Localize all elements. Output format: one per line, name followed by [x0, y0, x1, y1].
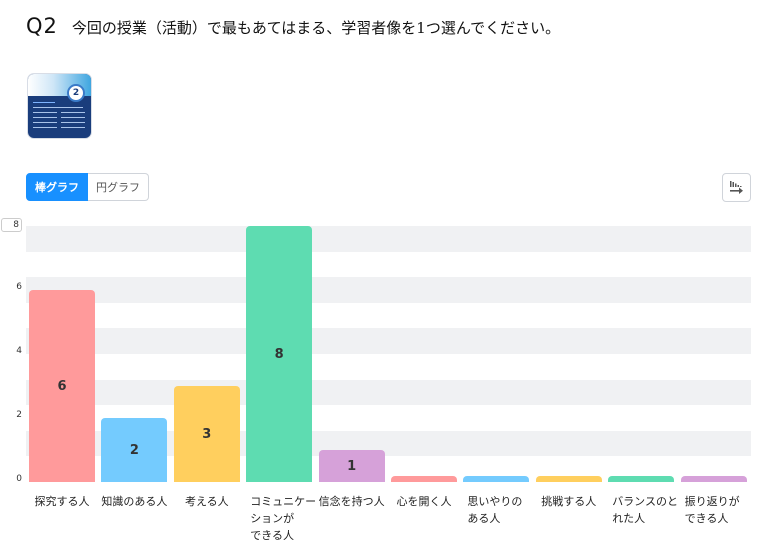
- grid-band: [26, 226, 751, 252]
- x-axis-label: 知識のある人: [101, 495, 168, 508]
- x-axis-label: コミュニケー ションが できる人: [250, 495, 317, 542]
- x-axis-label: バランスのと れた人: [612, 495, 678, 525]
- x-axis-label: 思いやりの ある人: [467, 495, 523, 525]
- y-tick-label: 0: [16, 474, 22, 484]
- y-tick-label: 2: [16, 410, 22, 420]
- bar-value-label: 3: [202, 426, 212, 442]
- bar[interactable]: 6: [29, 290, 95, 482]
- bar-chart-tab[interactable]: 棒グラフ: [26, 173, 88, 201]
- bar[interactable]: [608, 476, 675, 482]
- bar-value-label: 2: [129, 442, 139, 458]
- bar[interactable]: [463, 476, 530, 482]
- export-button[interactable]: [722, 173, 751, 202]
- bar[interactable]: 3: [173, 386, 240, 482]
- bar[interactable]: 2: [101, 418, 168, 482]
- bar[interactable]: [391, 476, 457, 482]
- grid-band: [26, 379, 751, 406]
- chart-type-toggle: 棒グラフ 円グラフ: [26, 173, 149, 201]
- x-axis-label: 心を開く人: [396, 495, 452, 508]
- bar[interactable]: 8: [246, 226, 313, 482]
- bar[interactable]: [680, 476, 747, 482]
- pie-chart-tab[interactable]: 円グラフ: [88, 173, 149, 201]
- bar-value-label: 6: [57, 378, 67, 394]
- grid-band: [26, 328, 751, 354]
- bar[interactable]: 1: [318, 450, 385, 482]
- bar-chart: 0 2 4 6 8 6 2 3 8 1 探究する人 知識のある人 考える人 コミュニケー ションが できる…: [0, 210, 780, 544]
- bar-value-label: 1: [347, 458, 357, 474]
- question-number: Q2: [26, 14, 58, 38]
- chart-export-icon: [729, 180, 743, 194]
- bar-value-label: 8: [274, 346, 284, 362]
- x-axis-label: 信念を持つ人: [318, 495, 385, 508]
- y-tick-label: 6: [16, 282, 22, 292]
- question-text: 今回の授業（活動）で最もあてはまる、学習者像を1つ選んでください。: [71, 19, 561, 37]
- x-axis-label: 探究する人: [34, 495, 90, 508]
- bar[interactable]: [535, 476, 602, 482]
- question-header: Q2 今回の授業（活動）で最もあてはまる、学習者像を1つ選んでください。: [26, 14, 560, 38]
- x-axis-label: 考える人: [184, 495, 229, 508]
- x-axis-label: 挑戦する人: [541, 495, 597, 508]
- y-tick-label: 8: [1, 218, 22, 232]
- grid-band: [26, 277, 751, 303]
- x-axis-label: 振り返りが できる人: [684, 495, 740, 525]
- question-thumbnail-image[interactable]: 2: [28, 74, 91, 138]
- thumbnail-badge: 2: [67, 84, 85, 102]
- y-tick-label: 4: [16, 346, 22, 356]
